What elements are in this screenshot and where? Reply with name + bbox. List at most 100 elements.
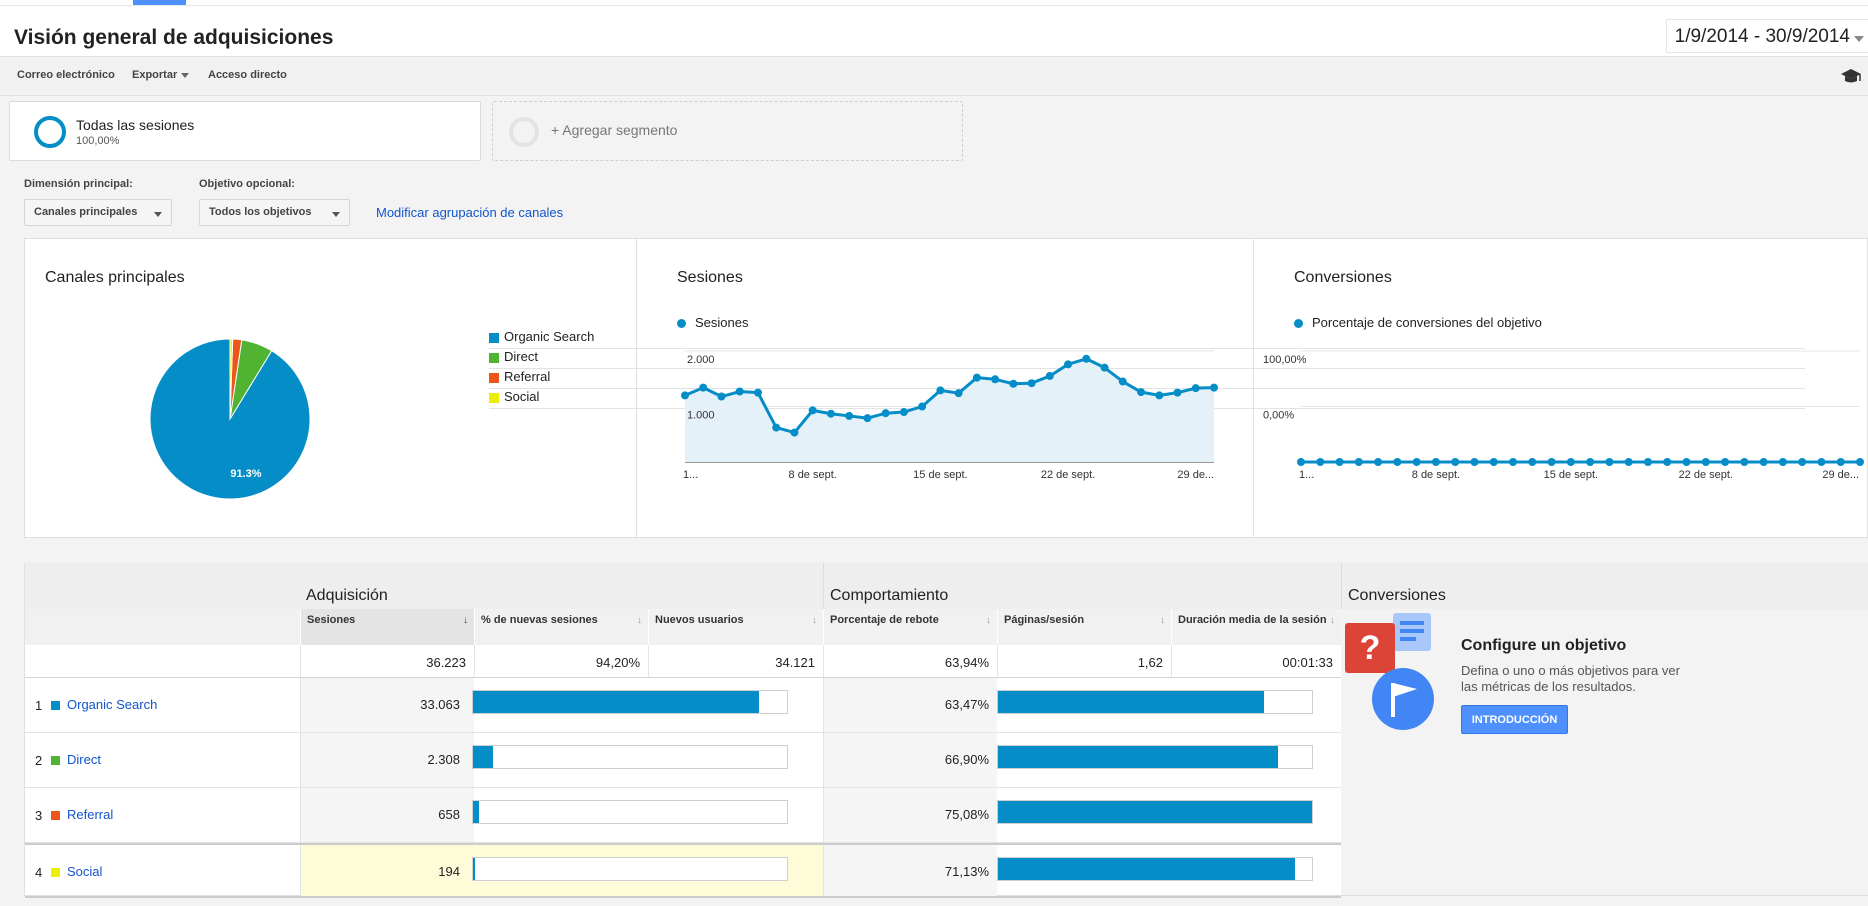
segment-bar: Todas las sesiones 100,00% + Agregar seg… bbox=[0, 97, 1868, 167]
data-point bbox=[1431, 458, 1440, 466]
data-point bbox=[1297, 458, 1305, 466]
x-tick-label: 22 de sept. bbox=[1679, 469, 1733, 481]
export-button[interactable]: Exportar bbox=[132, 69, 190, 81]
bounce-bar bbox=[997, 745, 1313, 769]
primary-dimension-select[interactable]: Canales principales bbox=[24, 199, 172, 226]
avg-duration-column-header[interactable]: Duración media de la sesión ↓ bbox=[1171, 609, 1341, 645]
data-point bbox=[1509, 458, 1518, 466]
email-button-label: Correo electrónico bbox=[17, 69, 115, 81]
optional-goal-select[interactable]: Todos los objetivos bbox=[199, 199, 350, 226]
email-button[interactable]: Correo electrónico bbox=[17, 69, 115, 81]
row-rank: 4 bbox=[35, 865, 43, 880]
data-point bbox=[1316, 458, 1325, 466]
channel-color-swatch bbox=[51, 756, 60, 765]
dimension-filters: Dimensión principal: Canales principales… bbox=[0, 172, 1868, 232]
data-point bbox=[1137, 388, 1146, 397]
row-rank: 3 bbox=[35, 808, 43, 823]
sessions-column-header[interactable]: Sesiones ↓ bbox=[300, 609, 474, 645]
export-button-label: Exportar bbox=[132, 69, 178, 81]
data-point bbox=[1856, 458, 1864, 466]
optional-goal-value: Todos los objetivos bbox=[209, 206, 312, 218]
shortcut-button[interactable]: Acceso directo bbox=[208, 69, 287, 81]
sessions-cell: 658 bbox=[300, 788, 474, 842]
configure-goal-text: Defina o uno o más objetivos para ver la… bbox=[1461, 663, 1680, 694]
channel-color-swatch bbox=[51, 868, 60, 877]
y-tick-label: 0,00% bbox=[1263, 410, 1294, 422]
data-point bbox=[1191, 384, 1200, 393]
chevron-down-icon bbox=[154, 212, 162, 217]
total-new-sessions-pct: 94,20% bbox=[474, 645, 648, 678]
channel-link[interactable]: Organic Search bbox=[67, 697, 158, 712]
bounce-rate-header-label: Porcentaje de rebote bbox=[830, 614, 939, 626]
data-point bbox=[1064, 360, 1073, 369]
x-tick-label: 29 de... bbox=[1177, 469, 1214, 481]
sort-icon: ↓ bbox=[1160, 615, 1165, 626]
bounce-rate-value: 66,90% bbox=[944, 752, 989, 767]
segment-title: Todas las sesiones bbox=[76, 117, 195, 133]
x-tick-label: 1... bbox=[683, 469, 698, 481]
conversions-legend-label: Porcentaje de conversiones del objetivo bbox=[1312, 315, 1542, 330]
legend-swatch bbox=[489, 373, 499, 383]
bounce-bar-fill bbox=[998, 746, 1279, 768]
new-sessions-bar-fill bbox=[473, 746, 494, 768]
data-point bbox=[753, 388, 762, 397]
new-sessions-bar-fill bbox=[473, 858, 475, 880]
x-tick-label: 8 de sept. bbox=[789, 469, 837, 481]
total-sessions: 36.223 bbox=[300, 645, 474, 678]
segment-all-sessions[interactable]: Todas las sesiones 100,00% bbox=[9, 101, 481, 161]
add-segment-button[interactable]: + Agregar segmento bbox=[492, 101, 963, 161]
conversions-line-chart: 100,00% 0,00% 1... 8 de sept. 15 de sept. 22 … bbox=[1263, 350, 1864, 481]
data-point bbox=[1547, 458, 1556, 466]
configure-goal-title: Configure un objetivo bbox=[1461, 637, 1627, 654]
bounce-rate-column-header[interactable]: Porcentaje de rebote ↓ bbox=[823, 609, 997, 645]
new-sessions-bar-fill bbox=[473, 691, 759, 713]
data-point bbox=[1682, 458, 1691, 466]
top-tab-strip bbox=[0, 0, 1868, 6]
channel-link[interactable]: Referral bbox=[67, 807, 114, 822]
conversions-promo: ? Configure un objetivo Defina o uno o m… bbox=[1341, 609, 1868, 895]
pages-per-session-column-header[interactable]: Páginas/sesión ↓ bbox=[997, 609, 1171, 645]
data-point bbox=[991, 375, 1000, 384]
data-point bbox=[918, 402, 927, 411]
goal-illustration-icon: ? bbox=[1345, 613, 1434, 730]
report-header: Visión general de adquisiciones 1/9/2014… bbox=[0, 6, 1868, 57]
new-users-column-header[interactable]: Nuevos usuarios ↓ bbox=[648, 609, 823, 645]
data-point bbox=[1210, 383, 1218, 392]
date-range-picker[interactable]: 1/9/2014 - 30/9/2014 bbox=[1665, 19, 1868, 53]
data-point bbox=[1173, 388, 1182, 397]
data-point bbox=[1566, 458, 1575, 466]
data-point bbox=[1118, 377, 1127, 386]
sessions-value: 658 bbox=[438, 807, 460, 822]
modify-channel-grouping-link[interactable]: Modificar agrupación de canales bbox=[376, 205, 564, 220]
legend-label: Social bbox=[504, 389, 540, 404]
empty-segment-ring-icon bbox=[509, 117, 539, 147]
data-point bbox=[845, 411, 854, 420]
total-pages-per-session: 1,62 bbox=[997, 645, 1171, 678]
sort-icon: ↓ bbox=[812, 615, 817, 626]
chevron-down-icon bbox=[332, 212, 340, 217]
graduation-cap-icon[interactable] bbox=[1840, 66, 1862, 86]
introduction-button[interactable]: INTRODUCCIÓN bbox=[1461, 705, 1568, 734]
bounce-rate-cell: 66,90% bbox=[823, 733, 997, 787]
x-tick-label: 22 de sept. bbox=[1041, 469, 1095, 481]
conversions-chart-panel: Conversiones Porcentaje de conversiones … bbox=[1253, 239, 1868, 537]
data-point bbox=[1354, 458, 1363, 466]
conversions-group-header: Conversiones bbox=[1341, 563, 1868, 609]
legend-label: Organic Search bbox=[504, 329, 595, 344]
report-toolbar: Correo electrónico Exportar Acceso direc… bbox=[0, 58, 1868, 96]
x-tick-label: 15 de sept. bbox=[1544, 469, 1598, 481]
chevron-down-icon bbox=[1854, 36, 1864, 42]
data-point bbox=[1778, 458, 1787, 466]
y-tick-label: 1.000 bbox=[687, 410, 715, 422]
y-tick-label: 100,00% bbox=[1263, 354, 1307, 366]
channel-link[interactable]: Direct bbox=[67, 752, 101, 767]
data-point bbox=[1586, 458, 1595, 466]
svg-text:?: ? bbox=[1360, 629, 1381, 667]
new-sessions-bar bbox=[472, 857, 788, 881]
data-point bbox=[1100, 363, 1109, 372]
data-point bbox=[1489, 458, 1498, 466]
channel-link[interactable]: Social bbox=[67, 864, 103, 879]
data-point bbox=[1817, 458, 1826, 466]
new-sessions-column-header[interactable]: % de nuevas sesiones ↓ bbox=[474, 609, 648, 645]
sessions-chart-title: Sesiones bbox=[677, 269, 743, 286]
